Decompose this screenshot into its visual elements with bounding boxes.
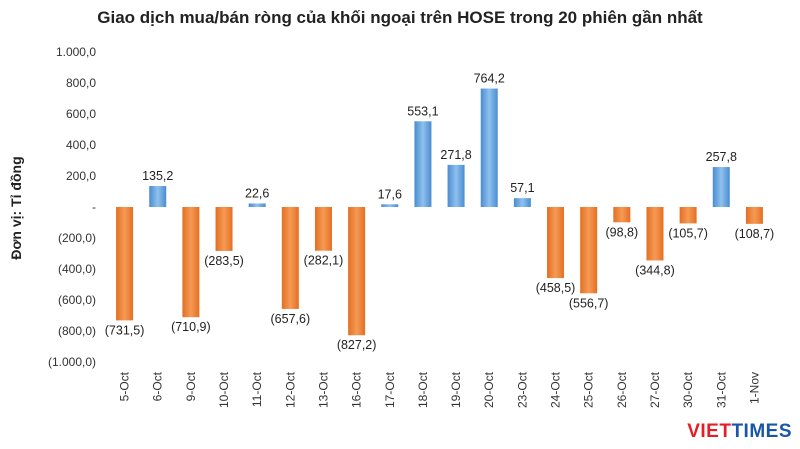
bar <box>480 88 498 207</box>
x-tick-label: 10-Oct <box>217 371 231 408</box>
y-tick-label: (600,0) <box>58 293 96 307</box>
x-tick-label: 19-Oct <box>449 371 463 408</box>
logo-part-viet: VIET <box>687 421 732 442</box>
data-label: 764,2 <box>474 72 505 86</box>
x-tick-label: 1-Nov <box>747 372 761 404</box>
bar <box>712 167 730 207</box>
x-tick-label: 31-Oct <box>714 371 728 408</box>
bar <box>414 121 432 207</box>
viettimes-logo: VIETTIMES <box>687 421 792 443</box>
y-tick-label: (800,0) <box>58 324 96 338</box>
data-label: (108,7) <box>735 227 775 241</box>
data-label: 553,1 <box>407 104 438 118</box>
bar <box>182 207 200 318</box>
y-tick-label: (200,0) <box>58 231 96 245</box>
bar <box>547 207 565 279</box>
x-tick-label: 23-Oct <box>515 371 529 408</box>
bar <box>116 207 134 321</box>
bar <box>281 207 299 309</box>
bar <box>513 198 531 207</box>
x-tick-label: 24-Oct <box>549 371 563 408</box>
x-tick-label: 12-Oct <box>283 371 297 408</box>
y-tick-label: 800,0 <box>66 76 96 90</box>
bar <box>314 207 332 251</box>
bar <box>348 207 366 336</box>
data-label: 22,6 <box>245 186 269 200</box>
data-label: 257,8 <box>706 150 737 164</box>
y-tick-label: 1.000,0 <box>56 45 96 59</box>
data-label: 271,8 <box>440 148 471 162</box>
data-label: (458,5) <box>536 281 576 295</box>
data-label: (710,9) <box>171 320 211 334</box>
data-label: (827,2) <box>337 338 377 352</box>
bar <box>613 207 631 223</box>
x-tick-label: 26-Oct <box>615 371 629 408</box>
y-tick-label: 400,0 <box>66 138 96 152</box>
y-tick-label: (400,0) <box>58 262 96 276</box>
logo-part-times: TIMES <box>731 421 792 442</box>
y-tick-label: 600,0 <box>66 107 96 121</box>
data-label: 57,1 <box>510 181 534 195</box>
y-tick-label: 200,0 <box>66 169 96 183</box>
bar <box>381 204 399 207</box>
bar <box>215 207 233 251</box>
data-label: (282,1) <box>304 254 344 268</box>
chart-title: Giao dịch mua/bán ròng của khối ngoại tr… <box>97 8 703 27</box>
data-label: (344,8) <box>635 263 675 277</box>
x-tick-label: 17-Oct <box>383 371 397 408</box>
data-label: 17,6 <box>378 187 402 201</box>
y-tick-label: - <box>92 200 96 214</box>
bar <box>580 207 598 294</box>
data-label: (731,5) <box>105 323 145 337</box>
data-label: (657,6) <box>271 312 311 326</box>
x-tick-label: 20-Oct <box>482 371 496 408</box>
x-tick-label: 30-Oct <box>681 371 695 408</box>
x-tick-label: 25-Oct <box>582 371 596 408</box>
data-label: (556,7) <box>569 296 609 310</box>
data-label: (98,8) <box>605 225 638 239</box>
bar <box>447 164 465 207</box>
x-tick-label: 27-Oct <box>648 371 662 408</box>
data-label: (283,5) <box>204 254 244 268</box>
bar <box>646 207 664 261</box>
bar <box>149 186 167 207</box>
x-tick-label: 6-Oct <box>151 371 165 401</box>
y-tick-label: (1.000,0) <box>48 355 96 369</box>
x-tick-label: 9-Oct <box>184 371 198 401</box>
x-tick-label: 11-Oct <box>250 371 264 407</box>
x-tick-label: 18-Oct <box>416 371 430 408</box>
x-tick-label: 13-Oct <box>316 371 330 408</box>
bar <box>679 207 697 224</box>
x-tick-label: 16-Oct <box>350 371 364 408</box>
data-label: (105,7) <box>668 226 708 240</box>
x-tick-label: 5-Oct <box>118 371 132 401</box>
bar <box>745 207 763 224</box>
bar <box>248 203 266 207</box>
data-label: 135,2 <box>142 169 173 183</box>
